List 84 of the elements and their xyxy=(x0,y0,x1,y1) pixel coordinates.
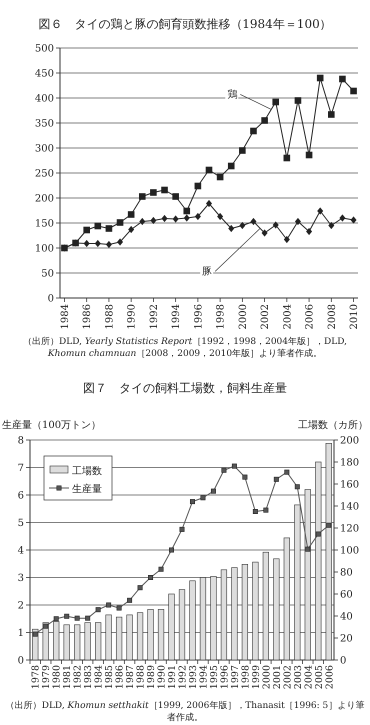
x-tick-label: 1998 xyxy=(240,665,252,690)
legend-label: 生産量 xyxy=(72,483,102,495)
y-tick-label: 7 xyxy=(18,463,24,474)
x-tick-label: 1998 xyxy=(216,304,227,330)
x-tick-label: 1982 xyxy=(72,665,84,690)
x-tick-label: 1986 xyxy=(114,665,126,690)
x-tick-label: 1984 xyxy=(94,665,105,690)
y-axis-title: 生産量（100万トン） xyxy=(2,419,102,431)
x-tick-label: 1995 xyxy=(208,665,220,690)
y-tick-label: 3 xyxy=(18,573,24,584)
y-tick-label: 4 xyxy=(18,546,24,556)
x-tick-label: 1981 xyxy=(62,665,74,690)
x-tick-label: 1992 xyxy=(148,304,160,330)
x-tick-label: 1986 xyxy=(82,304,94,330)
y-tick-label: 450 xyxy=(34,68,54,80)
y-tick-label: 2 xyxy=(18,600,24,612)
x-tick-label: 1994 xyxy=(198,665,210,690)
y-tick-label: 100 xyxy=(34,244,54,254)
x-tick-label: 1984 xyxy=(60,304,71,330)
y2-tick-label: 40 xyxy=(340,612,353,622)
y-tick-label: 1 xyxy=(18,628,24,639)
y2-axis-title: 工場数（カ所） xyxy=(298,419,368,431)
y-tick-label: 400 xyxy=(34,94,54,104)
y-tick-label: 8 xyxy=(18,436,24,446)
x-tick-label: 2000 xyxy=(238,304,249,330)
x-tick-label: 1980 xyxy=(52,665,63,690)
y2-tick-label: 80 xyxy=(340,568,353,578)
x-tick-label: 1999 xyxy=(250,665,262,690)
y2-tick-label: 200 xyxy=(340,436,360,446)
x-tick-label: 1983 xyxy=(83,665,94,690)
text: （出所）DLD, Khomun setthakit［1999, 2006年版］，Thanasit［1996: 5］より筆者作成。 xyxy=(4,700,366,724)
x-tick-label: 1988 xyxy=(136,665,147,690)
y2-tick-label: 120 xyxy=(340,524,360,534)
y2-tick-label: 160 xyxy=(340,480,360,490)
y-tick-label: 350 xyxy=(34,118,54,130)
x-tick-label: 2002 xyxy=(282,665,294,690)
x-tick-label: 2010 xyxy=(349,304,360,330)
y2-tick-label: 100 xyxy=(340,546,360,556)
y2-tick-label: 180 xyxy=(340,458,360,468)
x-tick-label: 1989 xyxy=(146,665,158,690)
chart-title: 図７ タイの飼料工場数，飼料生産量 xyxy=(83,381,287,395)
y-tick-label: 0 xyxy=(18,656,24,666)
y2-tick-label: 0 xyxy=(340,656,346,666)
x-tick-label: 2000 xyxy=(261,665,272,690)
x-tick-label: 1990 xyxy=(156,665,168,690)
y2-tick-label: 60 xyxy=(340,590,353,600)
y-tick-label: 150 xyxy=(34,218,54,230)
x-tick-label: 2006 xyxy=(324,665,336,690)
x-tick-label: 1993 xyxy=(188,665,199,690)
x-tick-label: 2001 xyxy=(272,665,283,690)
x-tick-label: 1978 xyxy=(30,665,42,690)
y-tick-label: 200 xyxy=(34,194,54,204)
y-tick-label: 5 xyxy=(18,518,24,529)
y-tick-label: 500 xyxy=(34,44,54,54)
x-tick-label: 2002 xyxy=(260,304,272,330)
x-tick-label: 2003 xyxy=(292,665,304,690)
x-tick-label: 1997 xyxy=(230,665,241,690)
x-tick-label: 1979 xyxy=(41,665,52,690)
x-tick-label: 2004 xyxy=(303,665,314,690)
x-tick-label: 1990 xyxy=(126,304,138,330)
x-tick-label: 2004 xyxy=(282,304,294,330)
text: （出所）DLD, Yearly Statistics Report［1992，1998，2004年版］，DLD, Khomun chamnuan［2008，2009，2010年版］より筆者作成。 xyxy=(23,337,347,359)
text: 豚 xyxy=(202,266,212,278)
x-tick-label: 1994 xyxy=(171,304,182,330)
x-tick-label: 2006 xyxy=(304,304,316,330)
y-tick-label: 6 xyxy=(18,490,24,502)
y-tick-label: 0 xyxy=(48,294,54,304)
x-tick-label: 1988 xyxy=(104,304,116,330)
x-tick-label: 1996 xyxy=(193,304,204,330)
x-tick-label: 1996 xyxy=(219,665,230,690)
x-tick-label: 1985 xyxy=(104,665,116,690)
y-tick-label: 50 xyxy=(41,268,54,280)
x-tick-label: 1991 xyxy=(167,665,178,690)
legend-label: 工場数 xyxy=(72,465,102,477)
x-tick-label: 2005 xyxy=(314,665,325,690)
x-tick-label: 2008 xyxy=(326,304,338,330)
x-tick-label: 1992 xyxy=(178,665,188,690)
y-tick-label: 250 xyxy=(34,168,54,180)
x-tick-label: 1987 xyxy=(125,665,136,690)
text: 鶏 xyxy=(227,88,238,100)
y-tick-label: 300 xyxy=(34,144,54,154)
y2-tick-label: 20 xyxy=(340,634,353,644)
chart-title: 図６ タイの鶏と豚の飼育頭数推移（1984年＝100） xyxy=(38,17,332,31)
y2-tick-label: 140 xyxy=(340,502,360,512)
